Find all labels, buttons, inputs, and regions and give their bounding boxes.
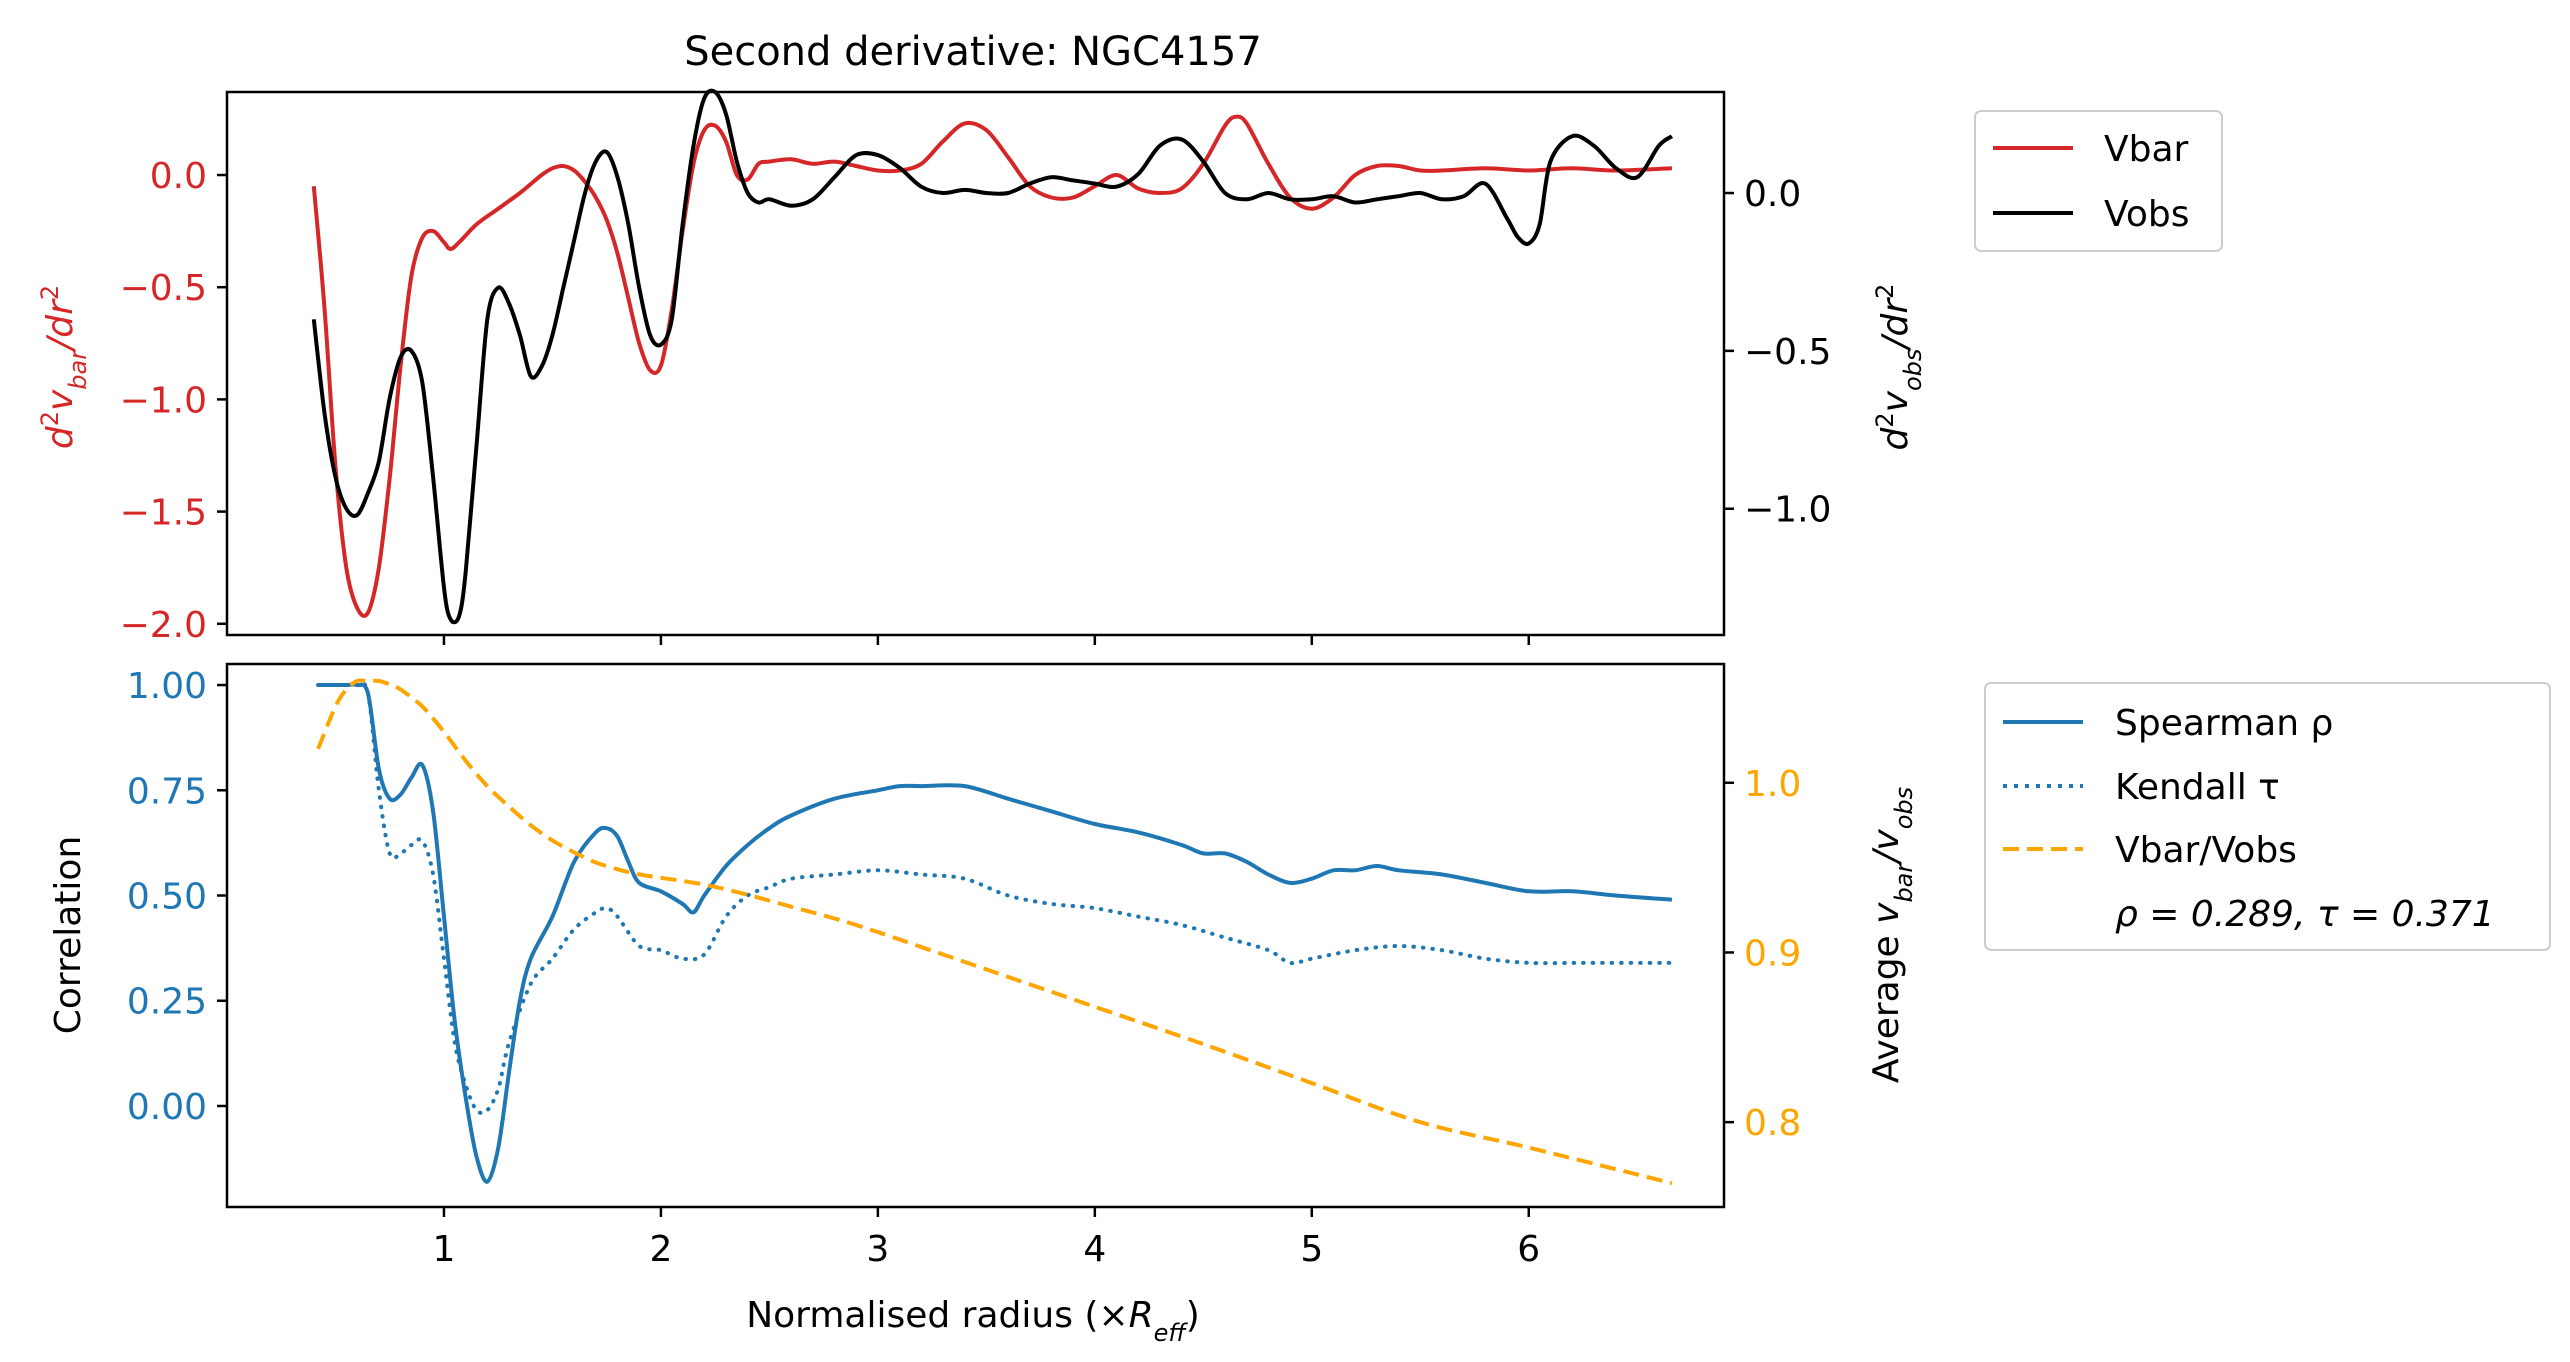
top-panel: 0.0 −0.5 −1.0 −1.5 −2.0 0.0 −0.5 −1.0 d2vbar/d…	[36, 88, 2223, 646]
legend-vobs-label: Vobs	[2104, 194, 2189, 235]
series-line-kendall	[316, 681, 1674, 1115]
bottom-x-axis: 1 2 3 4 5 6	[433, 1207, 1540, 1270]
top-left-axis: 0.0 −0.5 −1.0 −1.5 −2.0	[120, 156, 227, 646]
bottom-left-axis-label: Correlation	[48, 836, 89, 1035]
chart-title: Second derivative: NGC4157	[684, 29, 1262, 75]
right-tick-label: 0.9	[1744, 933, 1801, 974]
left-tick-label: −1.5	[120, 493, 207, 534]
legend-vbar-label: Vbar	[2104, 129, 2189, 170]
legend-spearman-label: Spearman ρ	[2115, 703, 2333, 744]
bottom-legend: Spearman ρ Kendall τ Vbar/Vobs ρ = 0.289…	[1984, 682, 2551, 951]
x-tick-label: 5	[1300, 1229, 1323, 1270]
bottom-right-axis-label: Average vbar/vobs	[1866, 787, 1918, 1083]
right-tick-label: 1.0	[1744, 764, 1801, 805]
legend-kendall-label: Kendall τ	[2115, 767, 2280, 808]
x-tick-label: 1	[433, 1229, 456, 1270]
bottom-plot-lines	[316, 678, 1674, 1186]
bottom-right-axis: 1.0 0.9 0.8	[1724, 764, 1801, 1144]
top-x-axis	[442, 635, 1530, 645]
right-tick-label: −0.5	[1744, 332, 1831, 373]
x-axis-label: Normalised radius (×Reff)	[746, 1295, 1200, 1347]
left-tick-label: 0.00	[127, 1087, 207, 1128]
right-tick-label: −1.0	[1744, 490, 1831, 531]
x-tick-label: 4	[1083, 1229, 1106, 1270]
top-right-axis-label: d2vobs/dr2	[1871, 284, 1927, 451]
bottom-plot-frame	[225, 662, 1726, 1209]
left-tick-label: −1.0	[120, 380, 207, 421]
left-tick-label: −0.5	[120, 268, 207, 309]
series-line-spearman	[318, 682, 1673, 1184]
x-tick-label: 2	[649, 1229, 672, 1270]
series-line-vbar-vobs	[316, 678, 1673, 1186]
left-tick-label: 0.0	[150, 156, 207, 197]
top-right-axis: 0.0 −0.5 −1.0	[1724, 174, 1831, 531]
left-tick-label: 1.00	[127, 666, 207, 707]
right-tick-label: 0.8	[1744, 1103, 1801, 1144]
series-line-vbar	[311, 114, 1672, 618]
x-tick-label: 6	[1517, 1229, 1540, 1270]
top-plot-frame	[225, 90, 1726, 637]
x-tick-label: 3	[866, 1229, 889, 1270]
series-line-vobs	[311, 88, 1674, 625]
top-plot-lines	[311, 88, 1674, 625]
legend-stats-annotation: ρ = 0.289, τ = 0.371	[2115, 894, 2495, 935]
left-tick-label: 0.25	[127, 982, 207, 1023]
bottom-legend-box	[1984, 682, 2551, 951]
left-tick-label: 0.50	[127, 877, 207, 918]
top-left-axis-label: d2vbar/dr2	[36, 285, 92, 449]
top-legend: Vbar Vobs	[1974, 110, 2223, 252]
right-tick-label: 0.0	[1744, 174, 1801, 215]
left-tick-label: −2.0	[120, 605, 207, 646]
bottom-panel: 1.00 0.75 0.50 0.25 0.00 1.0 0.9 0.8 1 2 3 4 5 6 Co…	[48, 662, 2551, 1270]
legend-ratio-label: Vbar/Vobs	[2115, 830, 2297, 871]
left-tick-label: 0.75	[127, 771, 207, 812]
bottom-left-axis: 1.00 0.75 0.50 0.25 0.00	[127, 666, 227, 1128]
